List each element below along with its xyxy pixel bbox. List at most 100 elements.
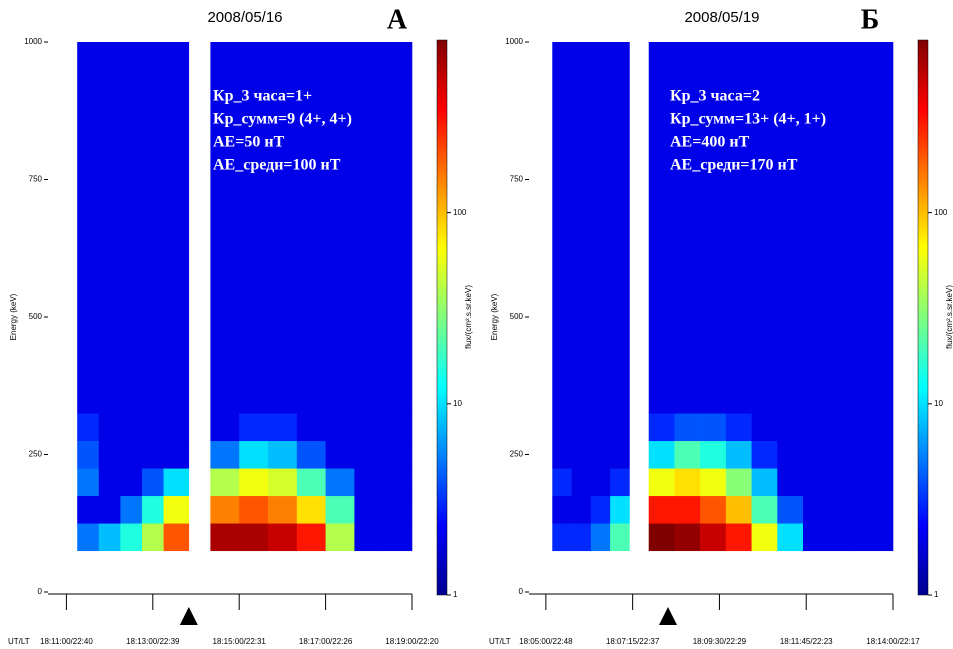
y-tick-label: 1000	[24, 37, 42, 46]
y-tick-label: 750	[510, 175, 524, 184]
heat-cell	[848, 42, 894, 414]
heat-cell	[120, 440, 143, 469]
colorbar	[917, 39, 929, 596]
x-tick-label: 18:11:45/22:23	[780, 637, 833, 646]
heat-cell	[354, 440, 384, 469]
heat-cell	[700, 495, 727, 524]
heat-cell	[325, 523, 355, 552]
annotation: АЕ=400 нТ	[670, 134, 750, 151]
heat-cell	[552, 523, 572, 552]
heat-cell	[777, 523, 804, 552]
heat-cell	[803, 495, 849, 524]
heat-cell	[777, 495, 804, 524]
x-tick-label: 18:14:00/22:17	[866, 637, 920, 646]
heat-cell	[571, 495, 592, 524]
heat-cell	[751, 413, 778, 442]
heat-cell	[325, 413, 355, 442]
heat-cell	[383, 523, 413, 552]
colorbar-tick-label: 10	[934, 399, 943, 408]
heat-cell	[610, 523, 630, 552]
heat-cell	[571, 440, 592, 469]
heat-cell	[239, 523, 269, 552]
heat-cell	[268, 495, 298, 524]
x-tick-label: 18:07:15/22:37	[606, 637, 660, 646]
heat-cell	[383, 42, 413, 414]
heat-cell	[296, 42, 326, 414]
heat-cell	[142, 523, 164, 552]
x-axis-label: UT/LT	[489, 637, 511, 646]
heat-cell	[803, 42, 849, 414]
annotation: АЕ_средн=100 нТ	[213, 157, 341, 174]
time-marker	[179, 607, 198, 625]
heat-cell	[98, 523, 121, 552]
heat-cell	[142, 42, 164, 414]
heat-cell	[383, 468, 413, 497]
heat-cell	[383, 495, 413, 524]
y-tick-label: 250	[510, 450, 524, 459]
heat-cell	[848, 495, 894, 524]
colorbar	[436, 39, 448, 596]
y-tick-label: 500	[29, 312, 43, 321]
annotation: Кр_сумм=13+ (4+, 1+)	[670, 111, 826, 128]
heat-cell	[648, 495, 675, 524]
colorbar-tick-label: 1	[453, 590, 458, 599]
heat-cell	[610, 468, 630, 497]
heat-cell	[725, 523, 752, 552]
heat-cell	[610, 440, 630, 469]
heat-cell	[610, 42, 630, 414]
heat-cell	[296, 468, 326, 497]
y-tick-label: 250	[29, 450, 43, 459]
heat-cell	[674, 495, 701, 524]
heat-cell	[848, 468, 894, 497]
heat-cell	[725, 495, 752, 524]
heat-cell	[590, 413, 611, 442]
heat-cell	[296, 523, 326, 552]
heat-cell	[142, 495, 164, 524]
heat-cell	[268, 42, 298, 414]
heat-cell	[120, 42, 143, 414]
x-tick-label: 18:17:00/22:26	[299, 637, 353, 646]
heat-cell	[163, 42, 190, 414]
heat-cell	[803, 468, 849, 497]
colorbar-label: flux/(cm².s.sr.keV)	[945, 285, 953, 349]
heat-cell	[120, 495, 143, 524]
heat-cell	[239, 42, 269, 414]
y-tick-label: 500	[510, 312, 524, 321]
heat-cell	[725, 42, 752, 414]
x-tick-label: 18:13:00/22:39	[126, 637, 180, 646]
heat-cell	[210, 413, 240, 442]
annotation: Кр_3 часа=2	[670, 88, 760, 105]
heat-cell	[77, 495, 100, 524]
heat-cell	[674, 523, 701, 552]
heat-cell	[163, 413, 190, 442]
heat-cell	[163, 523, 190, 552]
heat-cell	[751, 42, 778, 414]
heat-cell	[610, 413, 630, 442]
heat-cell	[552, 468, 572, 497]
colorbar-tick-label: 1	[934, 590, 939, 599]
x-tick-label: 18:19:00/22:20	[385, 637, 439, 646]
heat-cell	[325, 468, 355, 497]
annotation: Кр_3 часа=1+	[213, 88, 312, 105]
heat-cell	[571, 42, 592, 414]
heat-cell	[777, 440, 804, 469]
heat-cell	[700, 42, 727, 414]
heat-cell	[777, 42, 804, 414]
heat-cell	[239, 440, 269, 469]
heat-cell	[725, 440, 752, 469]
time-marker	[659, 607, 677, 625]
heat-cell	[571, 413, 592, 442]
heat-cell	[552, 440, 572, 469]
heat-cell	[163, 468, 190, 497]
heat-cell	[163, 440, 190, 469]
heat-cell	[648, 42, 675, 414]
heat-cell	[803, 440, 849, 469]
colorbar-tick-label: 10	[453, 399, 462, 408]
heat-cell	[77, 440, 100, 469]
heat-cell	[268, 523, 298, 552]
heat-cell	[142, 468, 164, 497]
heat-cell	[77, 523, 100, 552]
heat-cell	[98, 42, 121, 414]
heat-cell	[239, 413, 269, 442]
